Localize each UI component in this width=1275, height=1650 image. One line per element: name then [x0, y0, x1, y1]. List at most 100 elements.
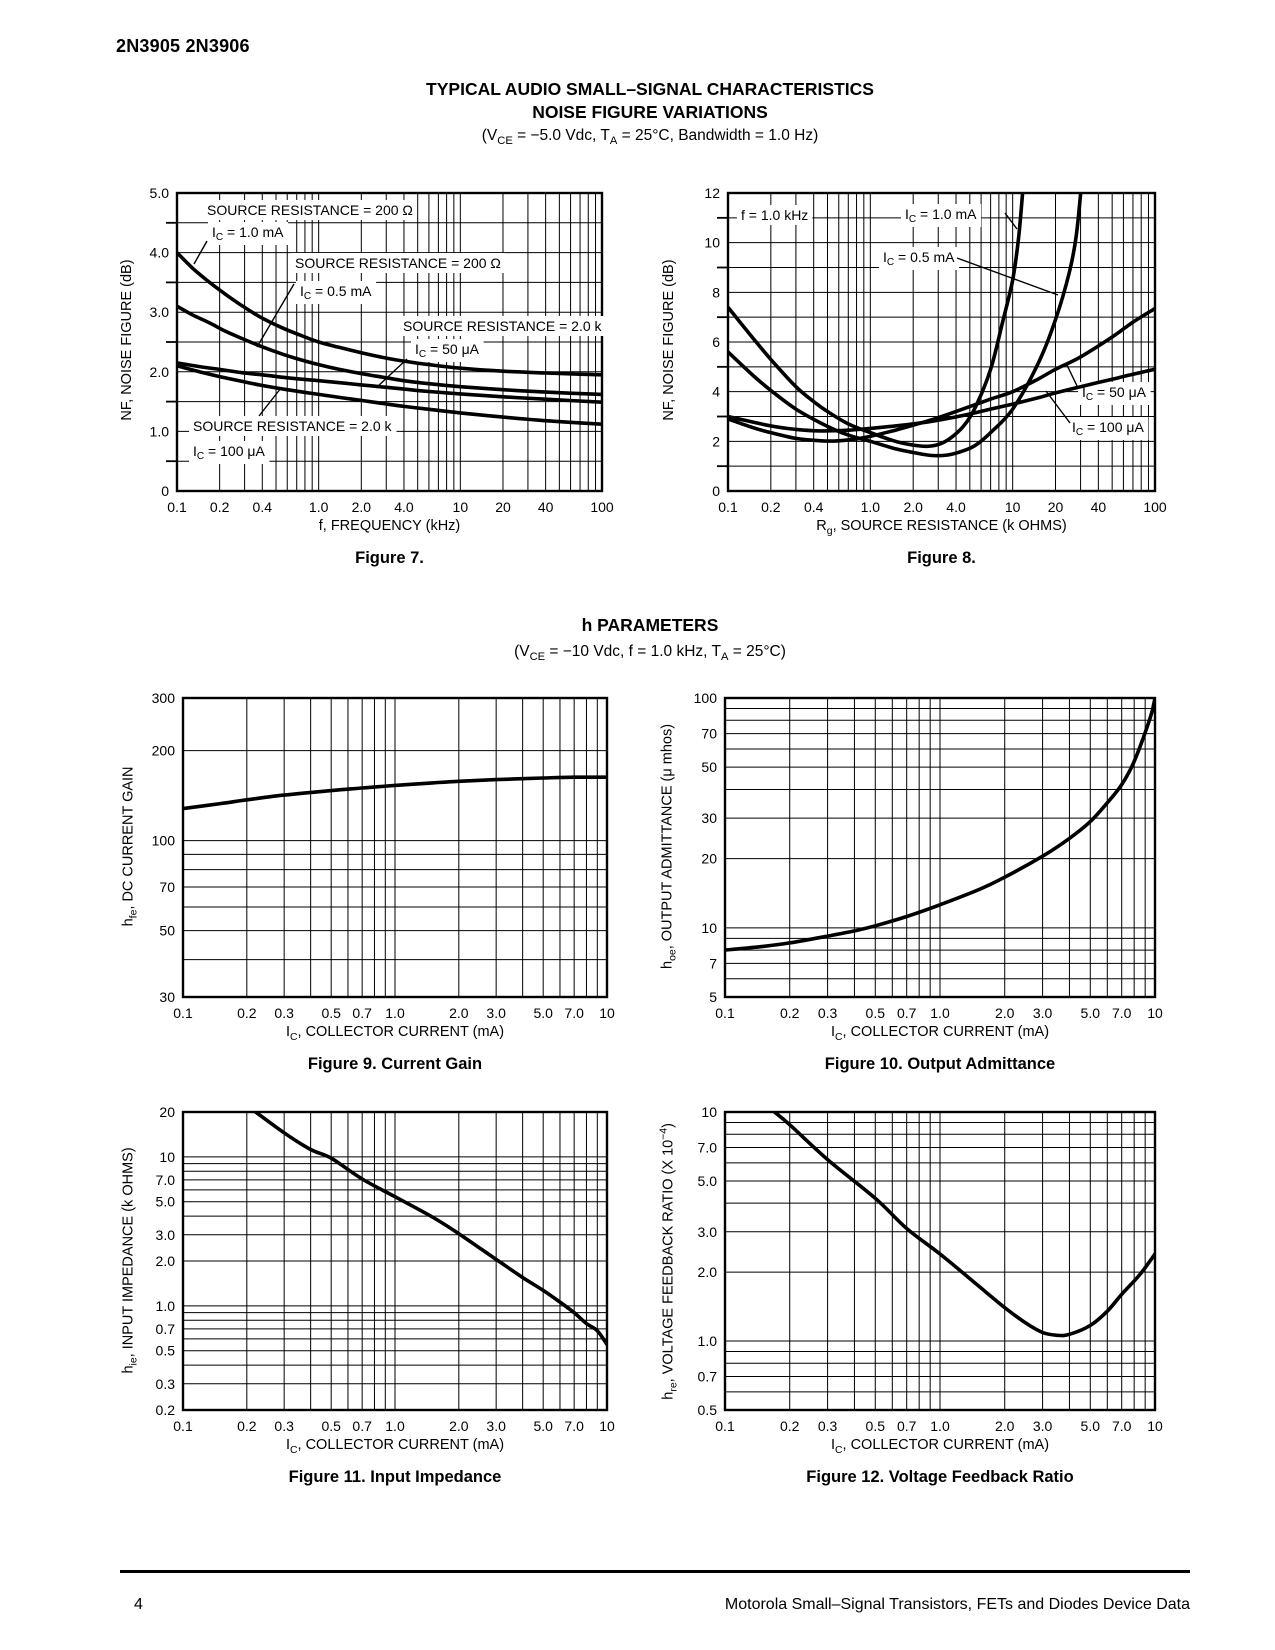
- svg-text:200: 200: [152, 743, 176, 759]
- svg-text:50: 50: [701, 759, 717, 775]
- svg-text:20: 20: [159, 1104, 175, 1120]
- svg-text:2.0: 2.0: [150, 364, 170, 380]
- section2-title: h PARAMETERS: [581, 615, 719, 635]
- svg-text:0.7: 0.7: [698, 1369, 718, 1385]
- svg-text:5.0: 5.0: [1081, 1418, 1101, 1434]
- svg-text:IC = 1.0 mA: IC = 1.0 mA: [905, 206, 977, 225]
- figure10-curves: [725, 698, 1155, 952]
- figure9-y-axis-label: hfe, DC CURRENT GAIN: [120, 766, 140, 927]
- svg-text:0.3: 0.3: [274, 1418, 294, 1434]
- svg-text:0.7: 0.7: [156, 1321, 176, 1337]
- svg-text:0.5: 0.5: [321, 1418, 341, 1434]
- svg-text:IC = 0.5 mA: IC = 0.5 mA: [300, 283, 372, 302]
- svg-text:1.0: 1.0: [385, 1005, 405, 1021]
- figure12-tick-labels: 0.5 0.7 1.0 2.0 3.0 5.0 7.0 10 0.1 0.2 0.3 0.5 0.7 1.…: [698, 1104, 1163, 1434]
- svg-text:3.0: 3.0: [486, 1005, 506, 1021]
- svg-text:0.2: 0.2: [761, 499, 781, 515]
- figure7-chart: 0 1.0 2.0 3.0 4.0 5.0 0.1 0.2 0.4 1.0 2.0 4.0 10 20 40…: [150, 185, 614, 515]
- svg-text:10: 10: [599, 1418, 615, 1434]
- svg-text:3.0: 3.0: [1033, 1418, 1053, 1434]
- svg-text:7.0: 7.0: [564, 1418, 584, 1434]
- part-number-header: 2N3905 2N3906: [116, 36, 250, 56]
- svg-text:10: 10: [701, 920, 717, 936]
- svg-text:50: 50: [159, 923, 175, 939]
- figure12-y-axis-label: hre, VOLTAGE FEEDBACK RATIO (X 10−4): [658, 1123, 680, 1400]
- svg-text:5.0: 5.0: [698, 1173, 718, 1189]
- svg-text:20: 20: [1048, 499, 1064, 515]
- svg-text:10: 10: [1147, 1418, 1163, 1434]
- svg-text:0.2: 0.2: [237, 1418, 257, 1434]
- figure11-x-axis-label: IC, COLLECTOR CURRENT (mA): [285, 1437, 505, 1456]
- svg-text:0.2: 0.2: [780, 1005, 800, 1021]
- figure11-curves: [253, 1112, 607, 1347]
- figure10-x-axis-label: IC, COLLECTOR CURRENT (mA): [830, 1024, 1050, 1043]
- svg-text:IC = 50 μA: IC = 50 μA: [1082, 384, 1147, 403]
- svg-text:1.0: 1.0: [930, 1418, 950, 1434]
- svg-text:0.5: 0.5: [866, 1005, 886, 1021]
- figure9-x-axis-label: IC, COLLECTOR CURRENT (mA): [285, 1024, 505, 1043]
- svg-text:IC = 50 μA: IC = 50 μA: [415, 341, 480, 360]
- svg-text:12: 12: [704, 185, 720, 201]
- figure8-curves: [728, 193, 1155, 458]
- figure9-tick-labels: 30 50 70 100 200 300 0.1 0.2 0.3 0.5 0.7 1.0 2.0 3.0 5…: [152, 690, 615, 1021]
- svg-text:f = 1.0 kHz: f = 1.0 kHz: [741, 207, 808, 223]
- section1-subtitle: NOISE FIGURE VARIATIONS: [532, 102, 768, 122]
- svg-text:7.0: 7.0: [1112, 1418, 1132, 1434]
- svg-text:4.0: 4.0: [394, 499, 414, 515]
- svg-text:2.0: 2.0: [698, 1264, 718, 1280]
- svg-text:0.1: 0.1: [715, 1005, 735, 1021]
- svg-text:0.1: 0.1: [718, 499, 738, 515]
- svg-text:2.0: 2.0: [449, 1005, 469, 1021]
- svg-text:1.0: 1.0: [930, 1005, 950, 1021]
- svg-text:8: 8: [712, 284, 720, 300]
- svg-text:0.2: 0.2: [780, 1418, 800, 1434]
- figure11-caption: Figure 11. Input Impedance: [288, 1468, 502, 1486]
- figure9-caption: Figure 9. Current Gain: [307, 1055, 483, 1073]
- figure8-x-axis-label: Rg, SOURCE RESISTANCE (k OHMS): [816, 518, 1067, 537]
- svg-text:1.0: 1.0: [156, 1298, 176, 1314]
- figure7-x-axis-label: f, FREQUENCY (kHz): [318, 518, 461, 534]
- svg-text:3.0: 3.0: [698, 1224, 718, 1240]
- section2-conditions: (VCE = −10 Vdc, f = 1.0 kHz, TA = 25°C): [514, 643, 786, 664]
- svg-text:3.0: 3.0: [1033, 1005, 1053, 1021]
- figure8-y-axis-label: NF, NOISE FIGURE (dB): [661, 259, 677, 421]
- svg-text:5: 5: [709, 989, 717, 1005]
- svg-text:0.4: 0.4: [253, 499, 273, 515]
- svg-text:1.0: 1.0: [385, 1418, 405, 1434]
- svg-text:0.1: 0.1: [167, 499, 187, 515]
- svg-text:6: 6: [712, 334, 720, 350]
- svg-text:IC = 100 μA: IC = 100 μA: [1072, 419, 1144, 438]
- figure10-y-axis-label: hoe, OUTPUT ADMITTANCE (μ mhos): [659, 723, 679, 969]
- figure7-y-axis-label: NF, NOISE FIGURE (dB): [119, 259, 135, 421]
- svg-text:IC = 0.5 mA: IC = 0.5 mA: [883, 249, 955, 268]
- svg-text:10: 10: [159, 1149, 175, 1165]
- svg-text:0.2: 0.2: [156, 1402, 176, 1418]
- figure8-chart: 0 2 4 6 8 10 12 0.1 0.2 0.4 1.0 2.0 4.0 10 20 40 100 f = …: [704, 185, 1166, 515]
- svg-text:70: 70: [701, 726, 717, 742]
- svg-text:20: 20: [495, 499, 511, 515]
- svg-text:70: 70: [159, 879, 175, 895]
- figure10-tick-labels: 5 7 10 20 30 50 70 100 0.1 0.2 0.3 0.5 0.7 1.0 2.0 3.0 5…: [694, 690, 1163, 1021]
- figure7-annotations: SOURCE RESISTANCE = 200 Ω IC = 1.0 mA SOUR…: [189, 200, 607, 464]
- footer-page-number: 4: [134, 1596, 143, 1613]
- footer-text: Motorola Small–Signal Transistors, FETs …: [724, 1596, 1190, 1613]
- svg-text:2.0: 2.0: [449, 1418, 469, 1434]
- svg-text:2.0: 2.0: [352, 499, 372, 515]
- svg-text:0.3: 0.3: [274, 1005, 294, 1021]
- figure7-tick-labels: 0 1.0 2.0 3.0 4.0 5.0 0.1 0.2 0.4 1.0 2.0 4.0 10 20 40…: [150, 185, 614, 515]
- svg-text:0.7: 0.7: [897, 1005, 917, 1021]
- figure12-curves: [772, 1112, 1155, 1338]
- svg-text:40: 40: [538, 499, 554, 515]
- svg-text:5.0: 5.0: [533, 1418, 553, 1434]
- svg-text:1.0: 1.0: [309, 499, 329, 515]
- svg-text:30: 30: [159, 989, 175, 1005]
- svg-text:2: 2: [712, 433, 720, 449]
- svg-text:1.0: 1.0: [698, 1333, 718, 1349]
- svg-text:0.5: 0.5: [866, 1418, 886, 1434]
- svg-text:40: 40: [1091, 499, 1107, 515]
- svg-text:3.0: 3.0: [486, 1418, 506, 1434]
- svg-text:5.0: 5.0: [533, 1005, 553, 1021]
- svg-text:0.2: 0.2: [210, 499, 230, 515]
